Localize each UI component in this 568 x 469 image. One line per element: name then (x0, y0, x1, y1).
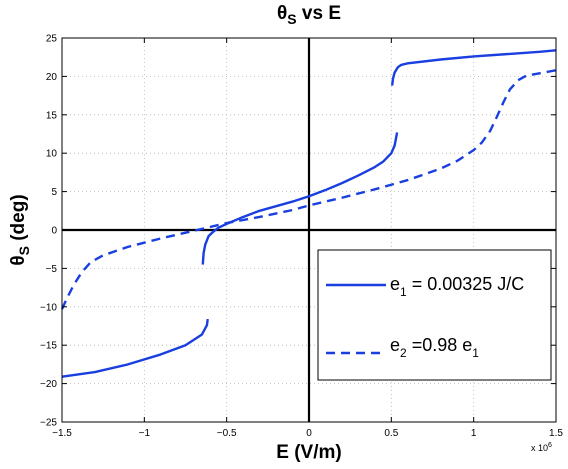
title-subscript: S (287, 11, 296, 27)
y-tick-label: −20 (40, 379, 57, 390)
x-tick-label: 1.5 (549, 428, 563, 439)
y-tick-label: −25 (40, 418, 57, 429)
legend-label-e1: e1 = 0.00325 J/C (390, 274, 524, 299)
x-tick-label: 0.5 (384, 428, 398, 439)
y-axis-label: θS (deg) (8, 194, 32, 265)
y-tick-label: −15 (40, 341, 57, 352)
y-tick-label: −10 (40, 302, 57, 313)
ylabel-rest: (deg) (8, 194, 29, 246)
x-tick-label: −1 (139, 428, 151, 439)
y-tick-label: 5 (51, 187, 57, 198)
title-rest: vs E (297, 3, 341, 24)
series-1-segment-2 (201, 132, 399, 265)
multiplier-base: x 10 (531, 443, 548, 453)
series-group (60, 49, 557, 378)
axis-ticks (61, 37, 557, 423)
ylabel-subscript: S (16, 246, 32, 255)
multiplier-exponent: 6 (548, 442, 552, 449)
x-axis-label: E (V/m) (276, 442, 341, 463)
x-tick-label: −0.5 (217, 428, 237, 439)
series-1-segment-3 (390, 49, 557, 86)
x-tick-label: −1.5 (52, 428, 72, 439)
y-tick-label: 15 (46, 110, 58, 121)
tick-labels: −1.5 −1 −0.5 0 0.5 1 1.5 −25 −20 −15 −10 −5 0 5 10 15 20… (40, 34, 563, 440)
legend-box (317, 249, 552, 381)
series-2-segment-1 (60, 69, 557, 310)
legend: e1 = 0.00325 J/C e2 =0.98 e1 (317, 249, 552, 381)
y-tick-label: 20 (46, 72, 58, 83)
title-symbol: θ (277, 3, 287, 24)
series-1-segment-1 (61, 318, 209, 378)
zero-lines (62, 38, 556, 422)
ylabel-symbol: θ (8, 255, 29, 265)
legend-label-e2: e2 =0.98 e1 (390, 335, 479, 360)
chart-title: θS vs E (277, 3, 341, 27)
x-tick-label: 0 (306, 428, 312, 439)
y-tick-label: 25 (46, 34, 58, 45)
y-tick-label: 0 (51, 226, 57, 237)
y-tick-label: −5 (46, 264, 58, 275)
x-axis-multiplier: x 106 (531, 442, 552, 453)
y-tick-label: 10 (46, 149, 58, 160)
x-tick-label: 1 (471, 428, 477, 439)
